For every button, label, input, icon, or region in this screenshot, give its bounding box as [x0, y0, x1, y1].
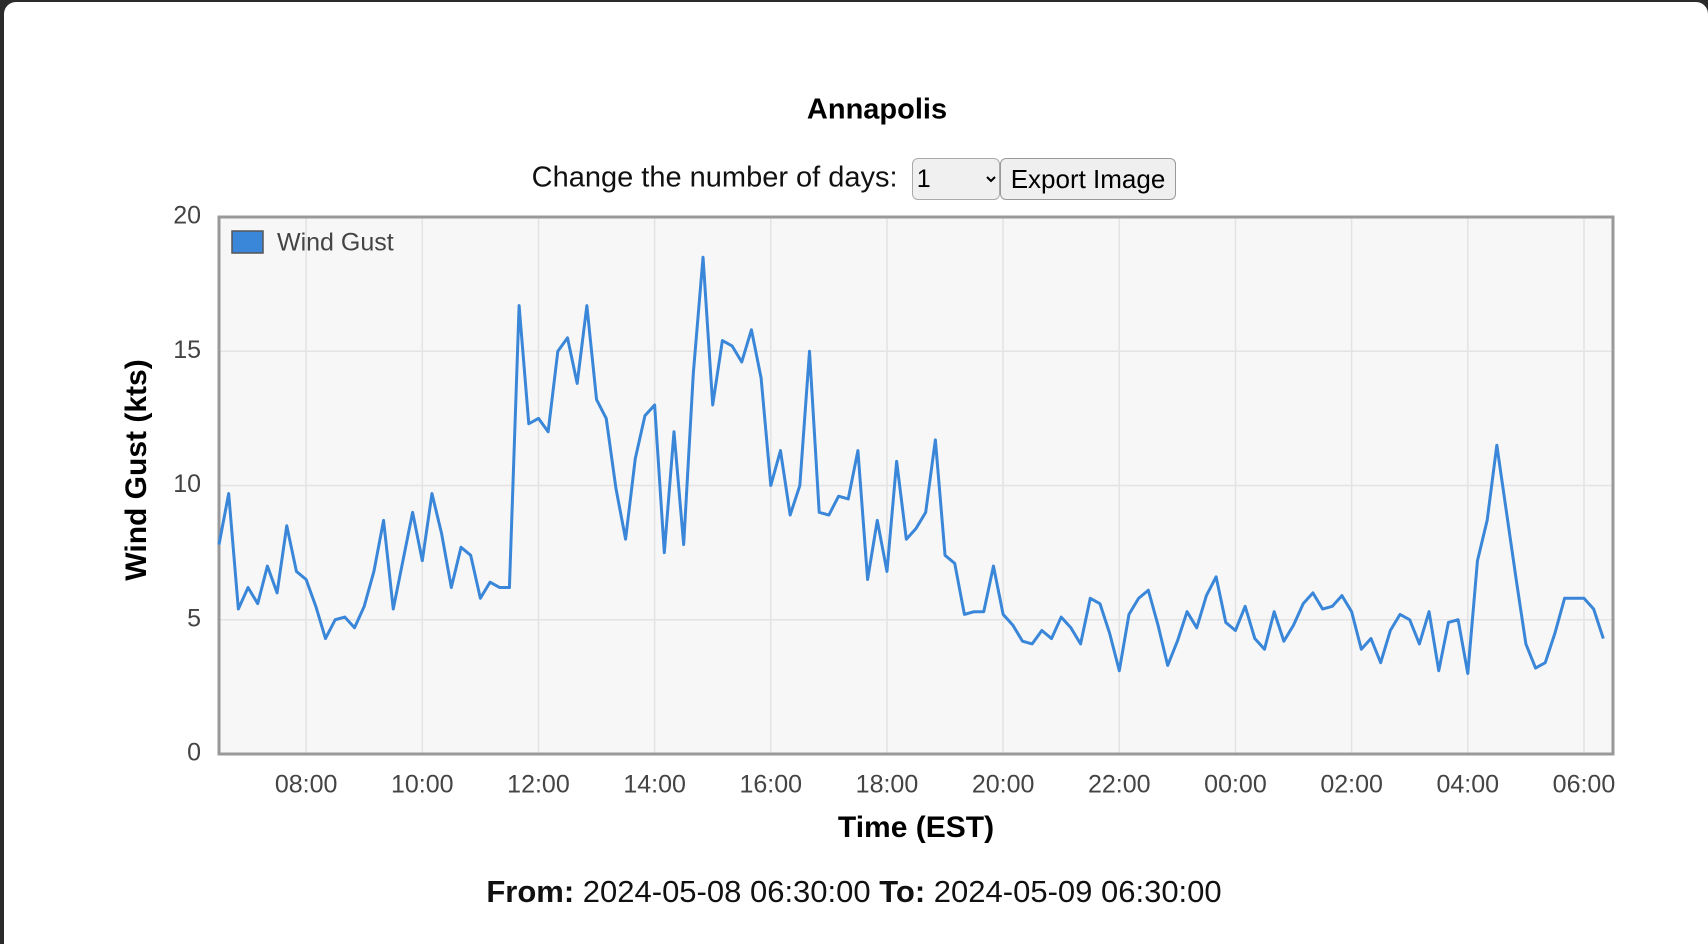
export-button[interactable]: Export Image	[999, 158, 1177, 200]
x-tick-label: 14:00	[623, 771, 686, 799]
line-series	[217, 255, 1605, 675]
days-label: Change the number of days:	[531, 161, 898, 194]
from-value: 2024-05-08 06:30:00	[582, 874, 871, 909]
x-tick-label: 22:00	[1088, 771, 1151, 799]
plot-border	[217, 215, 1615, 756]
chart-title: Annapolis	[807, 94, 947, 126]
x-tick-label: 08:00	[275, 771, 338, 799]
y-tick-label: 20	[173, 202, 201, 230]
x-tick-label: 20:00	[972, 771, 1035, 799]
from-label: From:	[486, 874, 575, 909]
y-tick-label: 10	[173, 470, 201, 498]
days-select[interactable]: 1	[911, 158, 1000, 200]
footer: From: 2024-05-08 06:30:00 To: 2024-05-09…	[0, 874, 1708, 910]
x-tick-label: 12:00	[507, 771, 570, 799]
y-tick-label: 5	[187, 604, 201, 632]
y-tick-label: 15	[173, 336, 201, 364]
x-tick-label: 00:00	[1204, 771, 1267, 799]
to-label: To:	[879, 874, 926, 909]
x-axis-label: Time (EST)	[838, 811, 994, 844]
x-tick-label: 18:00	[856, 771, 919, 799]
legend-swatch	[231, 230, 264, 254]
x-tick-label: 10:00	[391, 771, 454, 799]
y-axis-label: Wind Gust (kts)	[120, 359, 153, 580]
controls: Change the number of days: 1 Export Image	[0, 158, 1708, 200]
legend-label: Wind Gust	[277, 229, 394, 257]
x-tick-label: 16:00	[740, 771, 803, 799]
y-tick-label: 0	[187, 739, 201, 767]
x-tick-label: 04:00	[1437, 771, 1500, 799]
x-tick-label: 06:00	[1553, 771, 1616, 799]
to-value: 2024-05-09 06:30:00	[933, 874, 1222, 909]
x-tick-label: 02:00	[1320, 771, 1383, 799]
